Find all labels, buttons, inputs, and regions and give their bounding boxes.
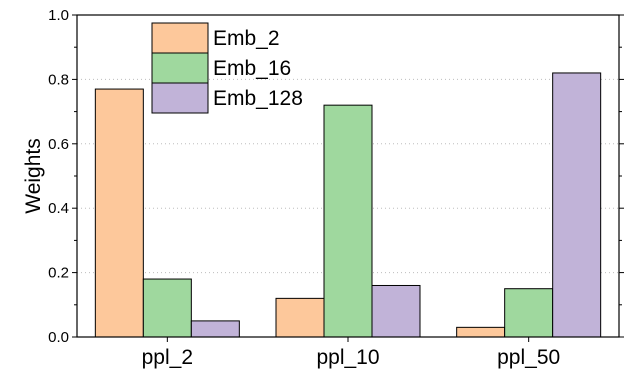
y-tick-label: 0.0 xyxy=(48,329,69,346)
bar-emb-2-ppl-10 xyxy=(275,297,325,338)
bars xyxy=(94,72,602,338)
x-tick-label: ppl_50 xyxy=(497,346,560,369)
y-tick-label: 0.8 xyxy=(48,71,69,88)
legend-swatch-emb-128 xyxy=(151,82,209,114)
legend-label-emb-128: Emb_128 xyxy=(213,87,303,110)
legend-swatch-emb-16 xyxy=(151,52,209,84)
bar-emb-128-ppl-50 xyxy=(552,72,602,338)
y-tick-label: 0.4 xyxy=(48,200,69,217)
y-axis-title: Weights xyxy=(22,138,45,213)
ticks: ppl_2 ppl_10 ppl_50 0.0 0.2 0.4 0.6 0.8 1.0 xyxy=(48,7,624,369)
bar-emb-128-ppl-2 xyxy=(190,320,240,338)
legend-label-emb-2: Emb_2 xyxy=(213,27,280,50)
legend-label-emb-16: Emb_16 xyxy=(213,57,291,80)
bar-emb-16-ppl-10 xyxy=(323,104,373,338)
legend-swatch-emb-2 xyxy=(151,22,209,54)
bar-emb-16-ppl-50 xyxy=(504,288,554,338)
y-tick-label: 0.6 xyxy=(48,136,69,153)
bar-emb-128-ppl-10 xyxy=(371,284,421,338)
x-tick-label: ppl_10 xyxy=(316,346,379,369)
x-tick-label: ppl_2 xyxy=(142,346,193,369)
legend: Emb_2 Emb_16 Emb_128 xyxy=(151,22,303,114)
bar-emb-2-ppl-50 xyxy=(456,326,506,338)
y-tick-label: 0.2 xyxy=(48,265,69,282)
bar-emb-16-ppl-2 xyxy=(142,278,192,338)
y-tick-label: 1.0 xyxy=(48,7,69,24)
bar-emb-2-ppl-2 xyxy=(94,88,144,338)
